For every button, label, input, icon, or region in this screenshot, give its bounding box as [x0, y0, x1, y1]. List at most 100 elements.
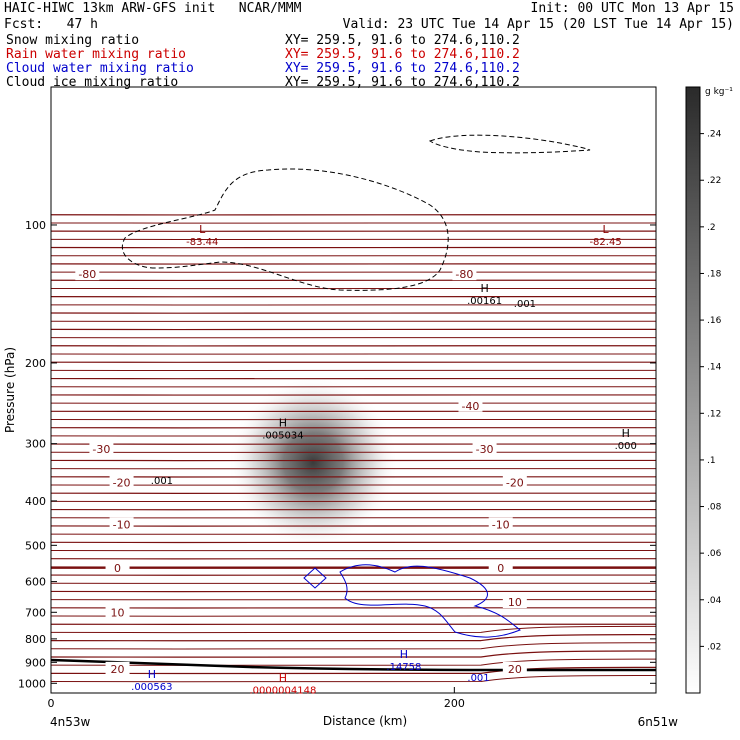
plot-frame	[50, 86, 657, 694]
field-xy: XY= 259.5, 91.6 to 274.6,110.2	[285, 75, 520, 90]
header-init: Init: 00 UTC Mon 13 Apr 15	[530, 1, 735, 16]
colorbar-ticks: .02 .04 .06 .08 .1 .12 .14 .16 .18 .2 .22 .24	[700, 130, 722, 652]
x-tick-label: 200	[444, 697, 465, 710]
isotherm-label-bg	[105, 605, 130, 619]
isotherm-label-bg	[105, 560, 130, 574]
extremum-mark: H	[400, 648, 408, 661]
isotherm-label-bg	[502, 595, 527, 609]
extremum-mark: H	[622, 427, 630, 440]
cloud-water-contour-small	[303, 567, 327, 589]
contour-label: .001	[151, 476, 173, 487]
isotherm-label-bg	[458, 398, 483, 412]
isotherm-line	[51, 666, 656, 675]
terrain-line	[51, 658, 656, 672]
colorbar-tick-label: .24	[707, 130, 722, 140]
isotherm-label-bg	[502, 475, 527, 489]
temperature-contours	[51, 214, 656, 683]
cloud-water-contour	[339, 564, 521, 638]
colorbar-tick-label: .14	[707, 363, 722, 373]
header-forecast: Fcst: 47 h	[4, 17, 98, 32]
extremum-value: -83.44	[186, 237, 218, 248]
colorbar-tick-label: .04	[707, 596, 722, 606]
y-tick-label: 100	[25, 219, 46, 232]
field-xy: XY= 259.5, 91.6 to 274.6,110.2	[285, 33, 520, 48]
isotherm-label-bg	[488, 517, 513, 531]
extremum-value: .00161	[467, 296, 502, 307]
y-tick-label: 1000	[18, 677, 46, 690]
isotherm-label: 0	[114, 562, 121, 575]
colorbar-tick-label: .16	[707, 316, 722, 326]
y-tick-label: 600	[25, 576, 46, 589]
extremum-value: .0000004148	[250, 685, 317, 696]
header-title: HAIC-HIWC 13km ARW-GFS init NCAR/MMM	[4, 1, 302, 16]
extremum-mark: H	[148, 668, 156, 681]
isotherm-label: -30	[92, 443, 110, 456]
isotherm-label-bg	[502, 661, 527, 675]
cloud-ice-contour-main	[122, 168, 449, 291]
y-axis-label: Pressure (hPa)	[3, 347, 17, 433]
isotherm-line	[51, 650, 656, 659]
isotherm-label: 10	[111, 606, 125, 619]
isotherm-label: -20	[506, 477, 524, 490]
extremum-mark: H	[480, 282, 488, 295]
y-tick-label: 300	[25, 438, 46, 451]
extremum-value: -82.45	[589, 237, 621, 248]
cloud-ice-contour-upper	[428, 134, 591, 154]
isotherm-label: -10	[492, 518, 510, 531]
field-name: Rain water mixing ratio	[6, 47, 187, 62]
isotherm-label-bg	[75, 267, 100, 281]
isotherm-label: 0	[497, 562, 504, 575]
isotherm-line	[51, 625, 656, 634]
y-tick-label: 700	[25, 606, 46, 619]
extremum-mark: H	[279, 416, 287, 429]
contour-label: .001	[514, 299, 536, 310]
extremum-value: .000563	[131, 682, 172, 693]
isotherm-label: 10	[508, 596, 522, 609]
colorbar-units: g kg⁻¹	[705, 87, 733, 97]
isotherm-label-bg	[109, 475, 134, 489]
isotherm-label-bg	[89, 441, 114, 455]
isotherm-label-bg	[109, 517, 134, 531]
colorbar-tick-label: .06	[707, 549, 722, 559]
field-name: Snow mixing ratio	[6, 33, 140, 48]
colorbar-tick-label: .1	[707, 456, 716, 466]
field-xy: XY= 259.5, 91.6 to 274.6,110.2	[285, 61, 520, 76]
contour-label: .001	[467, 673, 489, 684]
y-tick-label: 200	[25, 357, 46, 370]
colorbar	[685, 86, 701, 694]
extremum-mark: H	[279, 671, 287, 684]
colorbar-tick-label: .02	[707, 642, 721, 652]
extremum-value: .005034	[262, 430, 303, 441]
field-xy: XY= 259.5, 91.6 to 274.6,110.2	[285, 47, 520, 62]
colorbar-tick-label: .08	[707, 503, 722, 513]
snow-core-shading	[228, 377, 399, 548]
x-axis-label: Distance (km)	[323, 714, 407, 728]
isotherm-line	[51, 675, 656, 683]
isotherm-label: -80	[455, 268, 473, 281]
extremum-value: .14758	[386, 662, 421, 673]
extremum-mark: L	[603, 223, 610, 236]
isotherm-line	[51, 633, 656, 642]
field-name: Cloud ice mixing ratio	[6, 75, 179, 90]
isotherm-label-bg	[488, 560, 513, 574]
colorbar-tick-label: .18	[707, 269, 722, 279]
isotherm-label: 20	[111, 663, 125, 676]
colorbar-tick-label: .12	[707, 409, 721, 419]
y-tick-label: 900	[25, 656, 46, 669]
isotherm-label-bg	[452, 267, 477, 281]
isotherm-label-bg	[472, 441, 497, 455]
y-tick-label: 800	[25, 633, 46, 646]
isotherm-line	[51, 642, 656, 650]
colorbar-tick-label: .22	[707, 176, 721, 186]
extremum-mark: L	[199, 223, 206, 236]
isotherm-label: -40	[461, 400, 479, 413]
isotherm-label-bg	[105, 661, 130, 675]
colorbar-tick-label: .2	[707, 223, 716, 233]
x-end-left-label: 4n53w	[50, 715, 91, 729]
isotherm-label: -20	[113, 477, 131, 490]
x-end-right-label: 6n51w	[638, 715, 679, 729]
x-tick-label: 0	[48, 697, 55, 710]
